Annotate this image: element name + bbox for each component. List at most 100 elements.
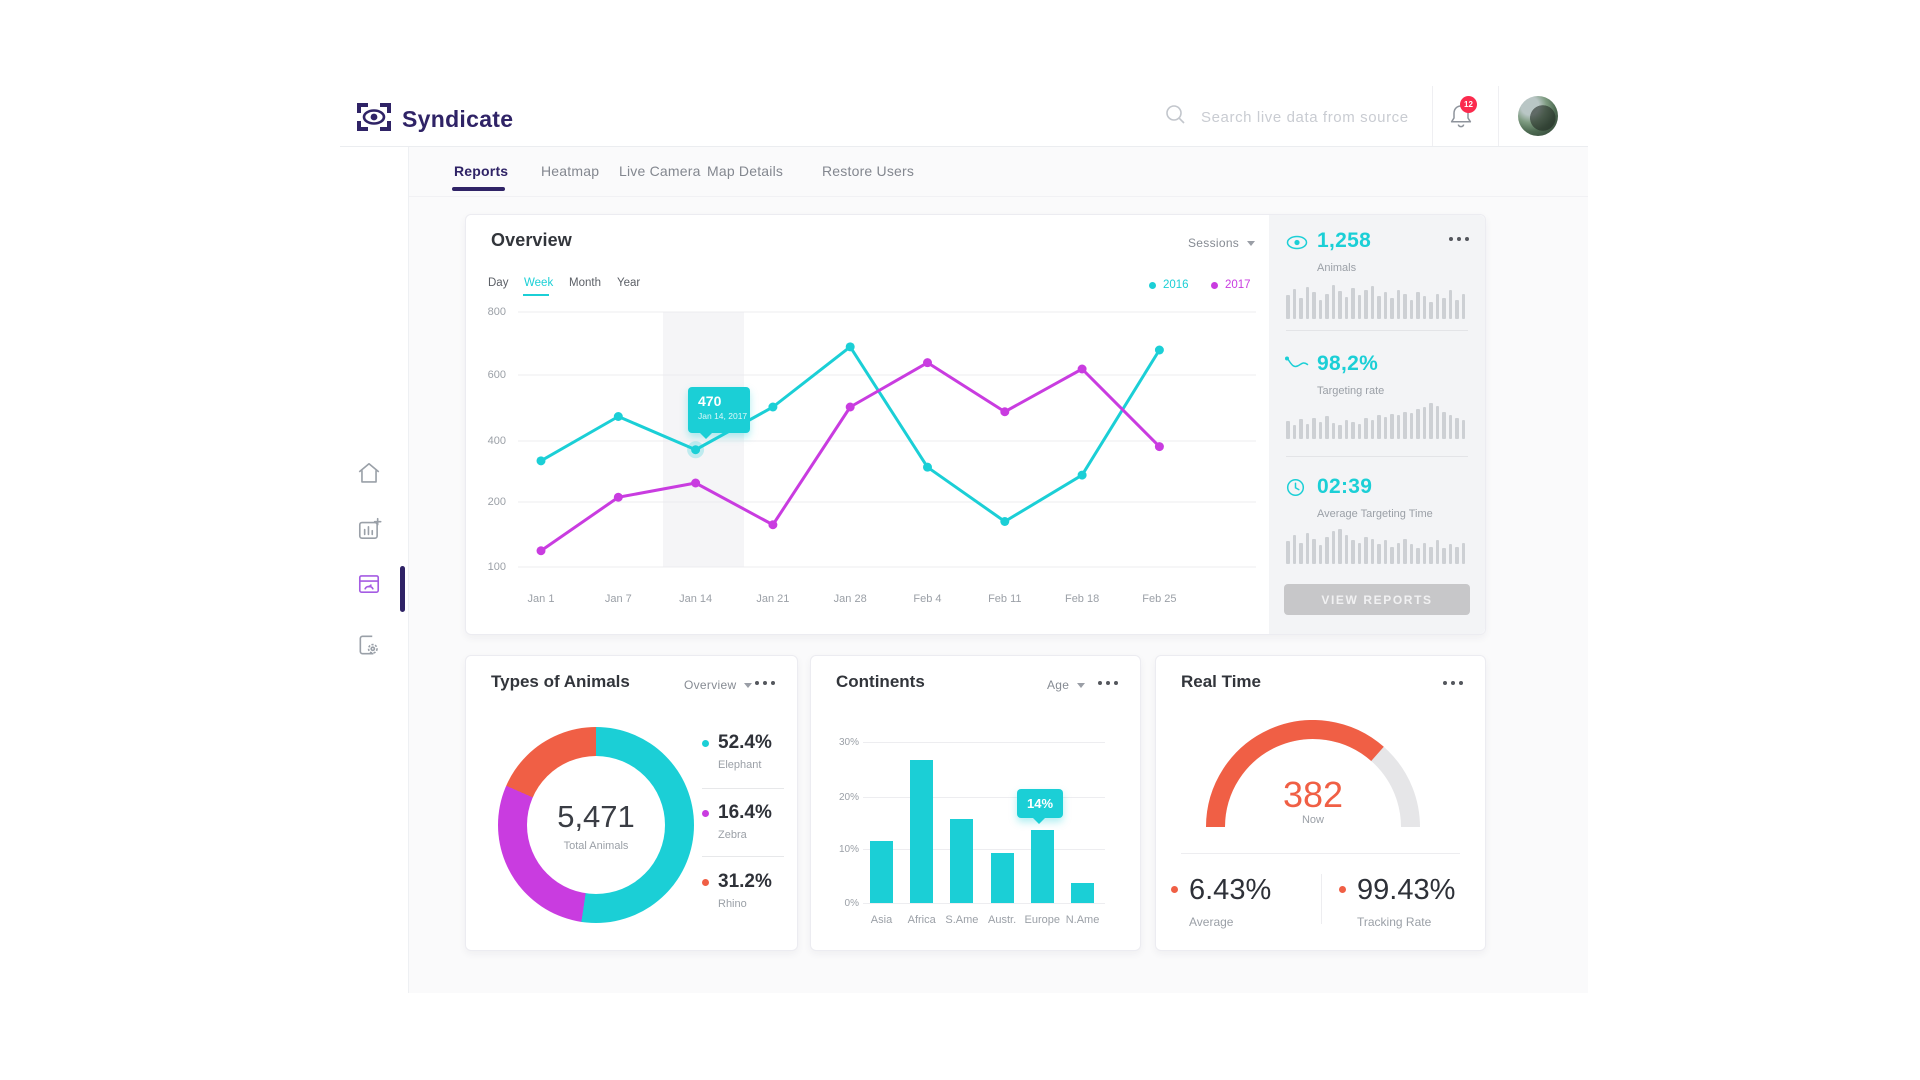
- sidebar-item-saved-reports[interactable]: [356, 571, 384, 599]
- chevron-down-icon: [1077, 682, 1086, 688]
- search-input[interactable]: [1199, 108, 1433, 127]
- settings-doc-icon: [359, 635, 374, 655]
- avgtime-minibar-chart: [1286, 526, 1465, 564]
- x-tick: Feb 4: [913, 593, 942, 605]
- panel-divider-2: [1286, 456, 1468, 457]
- realtime-menu-dots[interactable]: [1443, 681, 1463, 685]
- stats-menu-dots[interactable]: [1449, 237, 1469, 241]
- highlight-band: [662, 312, 744, 567]
- view-reports-button[interactable]: VIEW REPORTS: [1284, 584, 1470, 615]
- types-of-animals-card: Types of Animals Overview 5,471 Total An…: [465, 655, 798, 951]
- legend-2016-label: 2016: [1163, 279, 1189, 291]
- legend-elephant: 52.4% Elephant: [702, 732, 784, 771]
- legend-dot-2016: [1149, 281, 1156, 289]
- realtime-title: Real Time: [1181, 672, 1262, 691]
- y-tick: 600: [487, 369, 506, 381]
- sessions-line-chart: [518, 311, 1256, 568]
- zebra-dot: [702, 809, 709, 817]
- bar-Asia: [870, 841, 893, 903]
- realtime-stat-divider: [1321, 874, 1322, 924]
- range-tab-week[interactable]: Week: [524, 277, 554, 289]
- stat-targeting-label: Targeting rate: [1317, 385, 1385, 397]
- legend-2016[interactable]: 2016: [1149, 279, 1189, 291]
- stat-animals-value: 1,258: [1317, 229, 1372, 252]
- tab-live-camera[interactable]: Live Camera: [619, 163, 701, 179]
- legend-2017[interactable]: 2017: [1211, 279, 1251, 291]
- global-search: [1164, 103, 1433, 132]
- continents-tooltip: 14%: [1017, 789, 1063, 824]
- legend-divider-2: [702, 856, 784, 857]
- zebra-label: Zebra: [718, 829, 747, 841]
- stat-avgtime-label: Average Targeting Time: [1317, 508, 1433, 520]
- add-chart-icon: [358, 521, 378, 540]
- brand-name: Syndicate: [402, 106, 514, 132]
- realtime-gauge-chart: [1206, 720, 1420, 828]
- continents-card: Continents Age 0% 10% 20% 30% Asia Africa S.Am…: [810, 655, 1141, 951]
- search-icon: [1164, 103, 1188, 132]
- chart-tooltip: 470 Jan 14, 2017: [688, 387, 750, 439]
- tooltip-date: Jan 14, 2017: [698, 411, 748, 421]
- sidebar-item-add-chart[interactable]: [356, 516, 384, 544]
- continents-dropdown-label: Age: [1047, 678, 1070, 692]
- eye-icon: [1286, 235, 1308, 255]
- range-tab-month[interactable]: Month: [569, 277, 601, 289]
- sidebar-item-home[interactable]: [356, 460, 384, 488]
- y-tick: 200: [487, 496, 506, 508]
- rhino-pct: 31.2%: [718, 871, 772, 892]
- average-dot: [1171, 886, 1178, 893]
- stat-targeting-value: 98,2%: [1317, 352, 1379, 375]
- continents-x-tick: Africa: [907, 914, 936, 926]
- range-tab-active-indicator: [523, 294, 549, 296]
- x-tick: Jan 21: [756, 593, 790, 605]
- continents-dropdown[interactable]: Age: [1047, 678, 1086, 692]
- tooltip-value: 470: [698, 393, 722, 409]
- tab-map-details[interactable]: Map Details: [707, 163, 784, 179]
- bar-Africa: [910, 760, 934, 903]
- tab-heatmap[interactable]: Heatmap: [541, 163, 600, 179]
- range-tab-year[interactable]: Year: [617, 277, 641, 289]
- continents-y-tick: 0%: [844, 898, 859, 909]
- y-tick: 800: [487, 306, 506, 318]
- x-tick: Feb 18: [1064, 593, 1100, 605]
- zebra-pct: 16.4%: [718, 802, 772, 823]
- user-avatar[interactable]: [1518, 96, 1558, 136]
- average-label: Average: [1189, 915, 1234, 929]
- continents-y-tick: 10%: [838, 844, 859, 855]
- animals-minibar-chart: [1286, 281, 1465, 319]
- average-stat: 6.43% Average: [1171, 874, 1271, 929]
- sidebar-item-report-settings[interactable]: [356, 632, 384, 660]
- animals-dropdown[interactable]: Overview: [684, 678, 753, 692]
- brand-logo[interactable]: Syndicate: [355, 101, 513, 138]
- continents-x-tick: N.Ame: [1065, 914, 1100, 926]
- realtime-value: 382: [1282, 774, 1344, 815]
- nav-divider: [409, 196, 1588, 197]
- bar-Austr.: [990, 853, 1014, 903]
- y-tick: 100: [487, 561, 506, 573]
- stats-panel: 1,258 Animals 98,2% Targeting rate 02:39…: [1269, 215, 1485, 634]
- y-tick: 400: [487, 435, 506, 447]
- x-tick: Jan 14: [679, 593, 713, 605]
- tracking-rate-stat: 99.43% Tracking Rate: [1339, 874, 1455, 929]
- real-time-card: Real Time 382 Now 6.43% Average 99.43% T…: [1155, 655, 1486, 951]
- tab-reports[interactable]: Reports: [454, 163, 509, 179]
- sidebar-active-indicator: [400, 566, 405, 612]
- elephant-label: Elephant: [718, 759, 762, 771]
- legend-divider-1: [702, 788, 784, 789]
- tab-restore-users[interactable]: Restore Users: [822, 163, 915, 179]
- continents-title: Continents: [836, 672, 925, 691]
- animals-menu-dots[interactable]: [755, 681, 775, 685]
- header-divider-1: [1432, 86, 1433, 146]
- legend-rhino: 31.2% Rhino: [702, 871, 784, 910]
- range-tab-day[interactable]: Day: [488, 277, 509, 289]
- animals-title: Types of Animals: [491, 672, 630, 691]
- sessions-dropdown[interactable]: Sessions: [1188, 236, 1256, 250]
- elephant-pct: 52.4%: [718, 732, 772, 753]
- x-tick: Feb 25: [1142, 593, 1177, 605]
- continents-y-tick: 30%: [838, 737, 859, 748]
- notification-badge: 12: [1460, 96, 1477, 113]
- continents-menu-dots[interactable]: [1098, 681, 1118, 685]
- x-tick: Jan 7: [604, 593, 632, 605]
- continents-x-tick: S.Ame: [945, 914, 979, 926]
- notifications-button[interactable]: 12: [1448, 96, 1482, 136]
